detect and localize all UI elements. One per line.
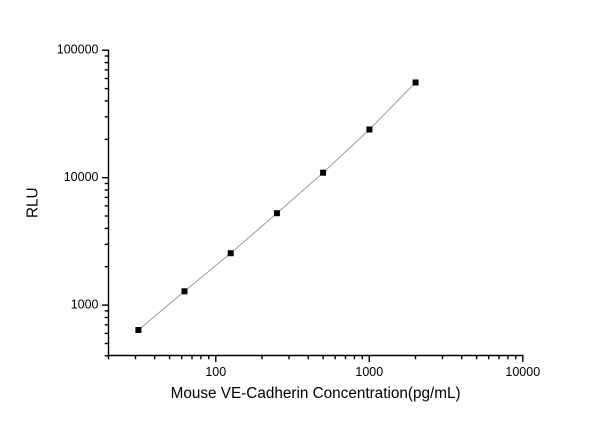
svg-text:10000: 10000: [64, 170, 99, 184]
svg-text:100: 100: [205, 365, 226, 379]
svg-text:1000: 1000: [71, 298, 99, 312]
svg-text:10000: 10000: [505, 365, 540, 379]
svg-text:1000: 1000: [355, 365, 383, 379]
svg-text:100000: 100000: [57, 43, 99, 57]
svg-text:RLU: RLU: [25, 187, 42, 218]
svg-text:Mouse VE-Cadherin Concentratio: Mouse VE-Cadherin Concentration(pg/mL): [171, 385, 461, 402]
